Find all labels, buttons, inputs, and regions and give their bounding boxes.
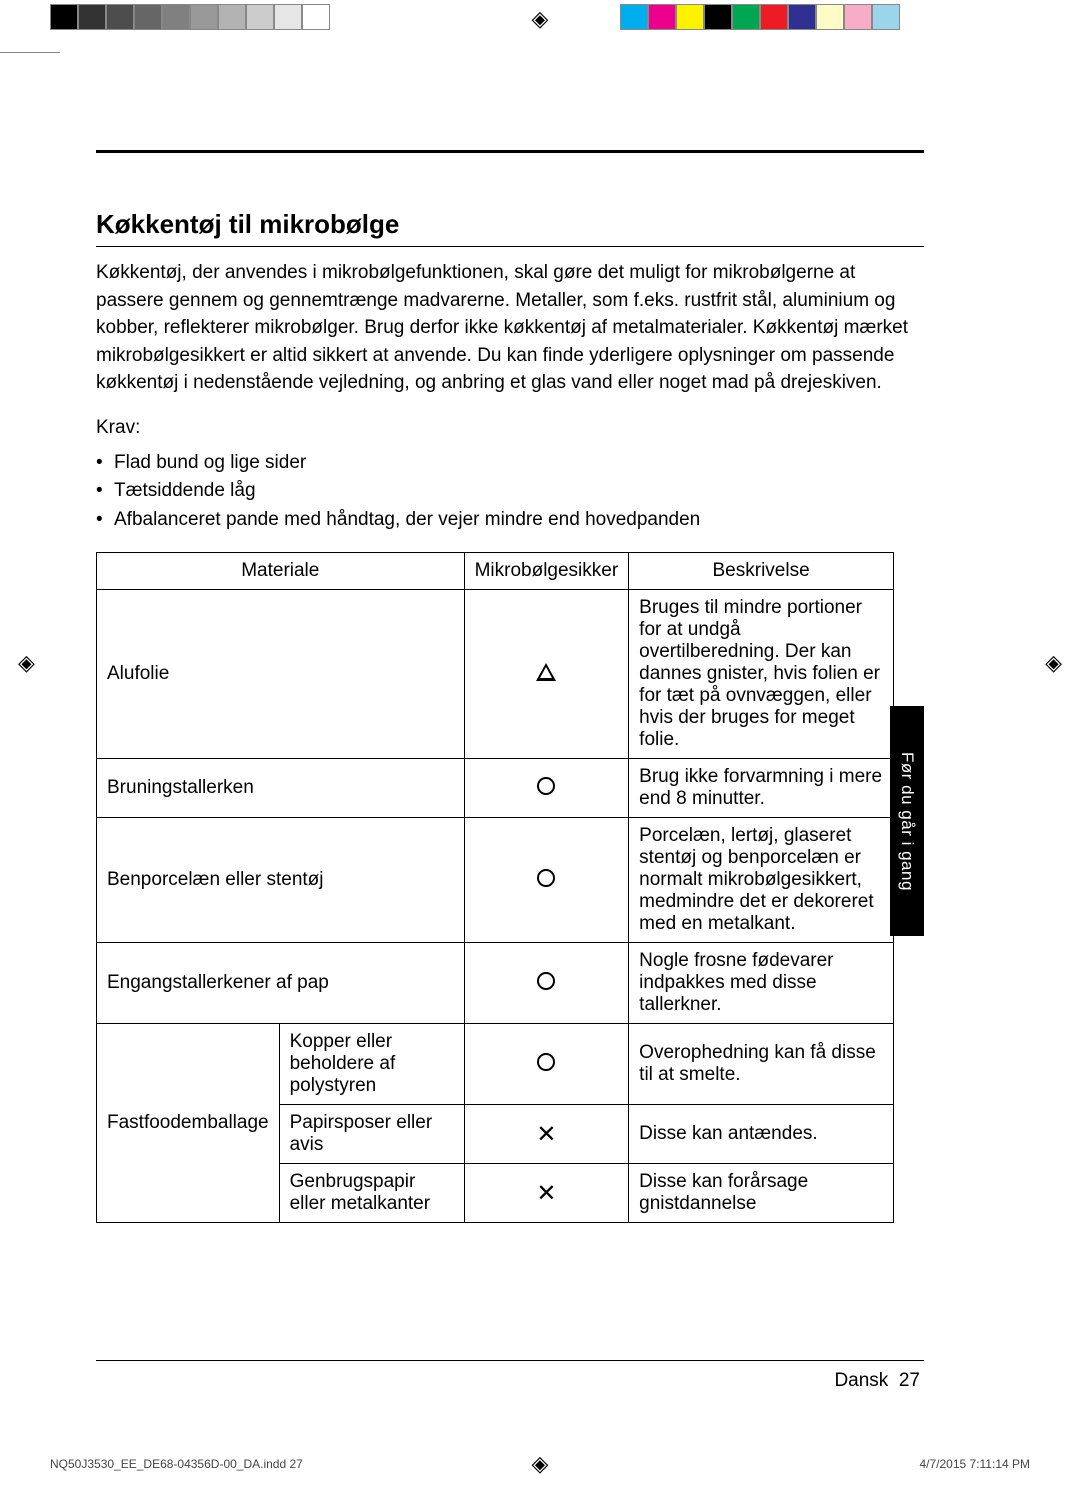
cell-desc: Disse kan forårsage gnistdannelse — [629, 1164, 894, 1223]
cell-desc: Brug ikke forvarmning i mere end 8 minut… — [629, 759, 894, 818]
section-heading: Køkkentøj til mikrobølge — [96, 209, 924, 240]
cell-desc: Overophedning kan få disse til at smelte… — [629, 1024, 894, 1105]
side-tab: Før du går i gang — [890, 706, 924, 936]
cell-material: Fastfoodemballage — [97, 1024, 280, 1223]
footer-rule — [96, 1360, 924, 1361]
not-ok-icon: ✕ — [536, 1180, 556, 1207]
print-meta-filename: NQ50J3530_EE_DE68-04356D-00_DA.indd 27 — [50, 1457, 303, 1471]
caution-icon — [536, 663, 556, 681]
registration-mark-icon: ◈ — [18, 650, 35, 676]
ok-icon — [537, 777, 555, 795]
cell-symbol: ✕ — [464, 1164, 629, 1223]
cell-desc: Disse kan antændes. — [629, 1105, 894, 1164]
footer-lang: Dansk — [834, 1370, 888, 1391]
cell-material: Bruningstallerken — [97, 759, 465, 818]
ok-icon — [537, 1053, 555, 1071]
not-ok-icon: ✕ — [536, 1121, 556, 1148]
cell-submaterial: Papirsposer eller avis — [279, 1105, 464, 1164]
cell-symbol — [464, 1024, 629, 1105]
cell-symbol: ✕ — [464, 1105, 629, 1164]
materials-table: Materiale Mikrobølgesikker Beskrivelse A… — [96, 552, 894, 1223]
ok-icon — [537, 869, 555, 887]
table-row: Bruningstallerken Brug ikke forvarmning … — [97, 759, 894, 818]
intro-paragraph: Køkkentøj, der anvendes i mikrobølgefunk… — [96, 259, 924, 397]
cell-material: Engangstallerkener af pap — [97, 943, 465, 1024]
cell-symbol — [464, 818, 629, 943]
cell-desc: Bruges til mindre portioner for at undgå… — [629, 590, 894, 759]
ok-icon — [537, 972, 555, 990]
cell-submaterial: Genbrugspapir eller metalkanter — [279, 1164, 464, 1223]
printer-colorbar-grayscale — [50, 4, 330, 30]
list-item: Tætsiddende låg — [96, 477, 924, 506]
table-row: Fastfoodemballage Kopper eller beholdere… — [97, 1024, 894, 1105]
table-row: Engangstallerkener af pap Nogle frosne f… — [97, 943, 894, 1024]
heading-underline — [96, 246, 924, 247]
list-item: Afbalanceret pande med håndtag, der veje… — [96, 506, 924, 535]
table-header-material: Materiale — [97, 553, 465, 590]
table-row: Benporcelæn eller stentøj Porcelæn, lert… — [97, 818, 894, 943]
cell-submaterial: Kopper eller beholdere af polystyren — [279, 1024, 464, 1105]
registration-mark-icon: ◈ — [532, 1451, 549, 1477]
requirements-list: Flad bund og lige sider Tætsiddende låg … — [96, 449, 924, 535]
registration-mark-icon: ◈ — [532, 6, 549, 32]
cell-desc: Porcelæn, lertøj, glaseret stentøj og be… — [629, 818, 894, 943]
printer-colorbar-color — [620, 4, 900, 30]
table-row: Alufolie Bruges til mindre portioner for… — [97, 590, 894, 759]
cell-material: Alufolie — [97, 590, 465, 759]
table-header-desc: Beskrivelse — [629, 553, 894, 590]
registration-mark-icon: ◈ — [1045, 650, 1062, 676]
cell-symbol — [464, 590, 629, 759]
cell-symbol — [464, 759, 629, 818]
print-meta-timestamp: 4/7/2015 7:11:14 PM — [919, 1457, 1030, 1471]
cell-material: Benporcelæn eller stentøj — [97, 818, 465, 943]
cell-desc: Nogle frosne fødevarer indpakkes med dis… — [629, 943, 894, 1024]
top-rule — [96, 150, 924, 153]
table-header-safe: Mikrobølgesikker — [464, 553, 629, 590]
list-item: Flad bund og lige sider — [96, 449, 924, 478]
footer-page-info: Dansk 27 — [834, 1370, 920, 1392]
footer-page-number: 27 — [899, 1370, 920, 1391]
crop-mark — [0, 52, 60, 53]
requirements-label: Krav: — [96, 417, 924, 439]
cell-symbol — [464, 943, 629, 1024]
